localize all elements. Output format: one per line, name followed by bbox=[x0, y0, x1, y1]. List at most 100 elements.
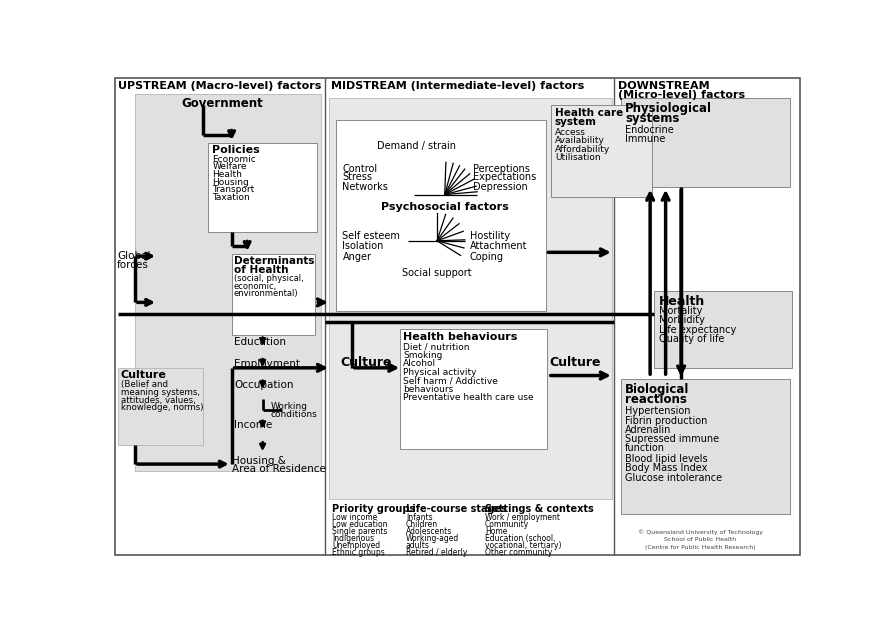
Text: MIDSTREAM (Intermediate-level) factors: MIDSTREAM (Intermediate-level) factors bbox=[331, 82, 584, 92]
Text: Indigenous: Indigenous bbox=[333, 534, 375, 543]
Text: adults: adults bbox=[406, 541, 430, 550]
Text: Social support: Social support bbox=[402, 268, 472, 278]
Text: Morbidity: Morbidity bbox=[658, 315, 705, 325]
Text: Psychosocial factors: Psychosocial factors bbox=[381, 203, 508, 213]
Text: Housing &: Housing & bbox=[232, 456, 285, 466]
Text: Diet / nutrition: Diet / nutrition bbox=[403, 342, 469, 351]
Text: Retired / elderly: Retired / elderly bbox=[406, 548, 467, 557]
Text: systems: systems bbox=[625, 112, 680, 125]
Text: Government: Government bbox=[181, 97, 263, 110]
Text: Health behaviours: Health behaviours bbox=[403, 332, 517, 342]
Text: School of Public Health: School of Public Health bbox=[665, 537, 737, 542]
Text: Anger: Anger bbox=[343, 252, 371, 262]
Text: (Micro-level) factors: (Micro-level) factors bbox=[617, 90, 745, 100]
Text: Endocrine: Endocrine bbox=[625, 125, 674, 135]
Text: Networks: Networks bbox=[343, 181, 388, 191]
Text: Community: Community bbox=[485, 520, 529, 529]
Text: Infants: Infants bbox=[406, 514, 433, 522]
Bar bbox=[135, 93, 321, 471]
Text: Determinants: Determinants bbox=[234, 256, 315, 266]
Text: Coping: Coping bbox=[469, 252, 504, 262]
Text: Hypertension: Hypertension bbox=[625, 406, 690, 416]
Text: system: system bbox=[555, 117, 597, 127]
Text: Settings & contexts: Settings & contexts bbox=[485, 504, 594, 514]
Text: Immune: Immune bbox=[625, 134, 665, 144]
Text: Control: Control bbox=[343, 164, 377, 174]
Bar bbox=[622, 98, 790, 187]
Text: behaviours: behaviours bbox=[403, 385, 453, 394]
Text: attitudes, values,: attitudes, values, bbox=[120, 396, 195, 404]
Text: Culture: Culture bbox=[120, 370, 167, 380]
Bar bbox=[336, 120, 546, 311]
Text: of Health: of Health bbox=[234, 265, 288, 275]
Text: Work / employment: Work / employment bbox=[485, 514, 560, 522]
Bar bbox=[209, 143, 317, 231]
Text: Culture: Culture bbox=[549, 356, 601, 369]
Text: conditions: conditions bbox=[270, 410, 318, 419]
Text: Economic: Economic bbox=[212, 154, 256, 164]
Text: Life expectancy: Life expectancy bbox=[658, 325, 736, 335]
Text: Low income: Low income bbox=[333, 514, 377, 522]
Text: Housing: Housing bbox=[212, 177, 249, 187]
Bar bbox=[328, 322, 612, 498]
Bar bbox=[551, 105, 652, 197]
Text: vocational, tertiary): vocational, tertiary) bbox=[485, 541, 562, 550]
Text: Biological: Biological bbox=[625, 383, 690, 396]
Text: Affordability: Affordability bbox=[555, 145, 610, 154]
Text: Smoking: Smoking bbox=[403, 351, 442, 360]
Text: DOWNSTREAM: DOWNSTREAM bbox=[617, 82, 709, 92]
Text: Education (school,: Education (school, bbox=[485, 534, 556, 543]
Text: Other community: Other community bbox=[485, 548, 552, 557]
Text: Welfare: Welfare bbox=[212, 162, 247, 171]
Text: Global: Global bbox=[117, 251, 151, 261]
Text: Isolation: Isolation bbox=[343, 241, 384, 251]
Text: Supressed immune: Supressed immune bbox=[625, 434, 720, 444]
Text: Policies: Policies bbox=[212, 145, 260, 155]
Bar bbox=[622, 379, 790, 514]
Text: Priority groups: Priority groups bbox=[333, 504, 416, 514]
Text: Blood lipid levels: Blood lipid levels bbox=[625, 454, 708, 464]
Text: Quality of life: Quality of life bbox=[658, 334, 724, 344]
Text: Physiological: Physiological bbox=[625, 102, 713, 115]
Text: Depression: Depression bbox=[473, 181, 527, 191]
Text: Health care: Health care bbox=[555, 108, 623, 118]
Text: environmental): environmental) bbox=[234, 289, 299, 298]
Text: (Belief and: (Belief and bbox=[120, 380, 168, 389]
Text: Access: Access bbox=[555, 128, 586, 137]
Text: Transport: Transport bbox=[212, 186, 254, 194]
Text: Working-aged: Working-aged bbox=[406, 534, 459, 543]
Text: Occupation: Occupation bbox=[234, 380, 293, 390]
Text: Ethnic groups: Ethnic groups bbox=[333, 548, 385, 557]
Text: Taxation: Taxation bbox=[212, 193, 250, 202]
Text: Home: Home bbox=[485, 527, 508, 536]
Bar bbox=[654, 291, 792, 368]
Text: Health: Health bbox=[658, 295, 705, 308]
Text: Culture: Culture bbox=[340, 356, 392, 369]
Text: Self esteem: Self esteem bbox=[343, 231, 401, 241]
Text: Fibrin production: Fibrin production bbox=[625, 416, 707, 426]
Text: Low education: Low education bbox=[333, 520, 388, 529]
Text: (social, physical,: (social, physical, bbox=[234, 274, 303, 283]
Bar bbox=[118, 368, 203, 445]
Text: Utilisation: Utilisation bbox=[555, 153, 600, 162]
Text: Demand / strain: Demand / strain bbox=[376, 140, 456, 150]
Text: Health: Health bbox=[212, 170, 242, 179]
Text: Stress: Stress bbox=[343, 172, 373, 182]
Text: meaning systems,: meaning systems, bbox=[120, 388, 200, 397]
Text: Alcohol: Alcohol bbox=[403, 359, 436, 369]
Text: Self harm / Addictive: Self harm / Addictive bbox=[403, 376, 498, 386]
Text: Income: Income bbox=[234, 420, 272, 430]
Bar bbox=[328, 98, 612, 322]
Text: Availability: Availability bbox=[555, 136, 605, 145]
Text: © Queensland University of Technology: © Queensland University of Technology bbox=[638, 530, 763, 535]
Text: Employment: Employment bbox=[234, 359, 300, 369]
Text: reactions: reactions bbox=[625, 393, 687, 406]
Text: Adrenalin: Adrenalin bbox=[625, 425, 672, 435]
Text: Education: Education bbox=[234, 337, 286, 347]
Bar bbox=[232, 254, 316, 335]
Text: (Centre for Public Health Research): (Centre for Public Health Research) bbox=[645, 545, 756, 550]
Text: Glucose intolerance: Glucose intolerance bbox=[625, 473, 723, 483]
Text: Body Mass Index: Body Mass Index bbox=[625, 463, 707, 473]
Text: Physical activity: Physical activity bbox=[403, 368, 476, 377]
Text: Unemployed: Unemployed bbox=[333, 541, 381, 550]
